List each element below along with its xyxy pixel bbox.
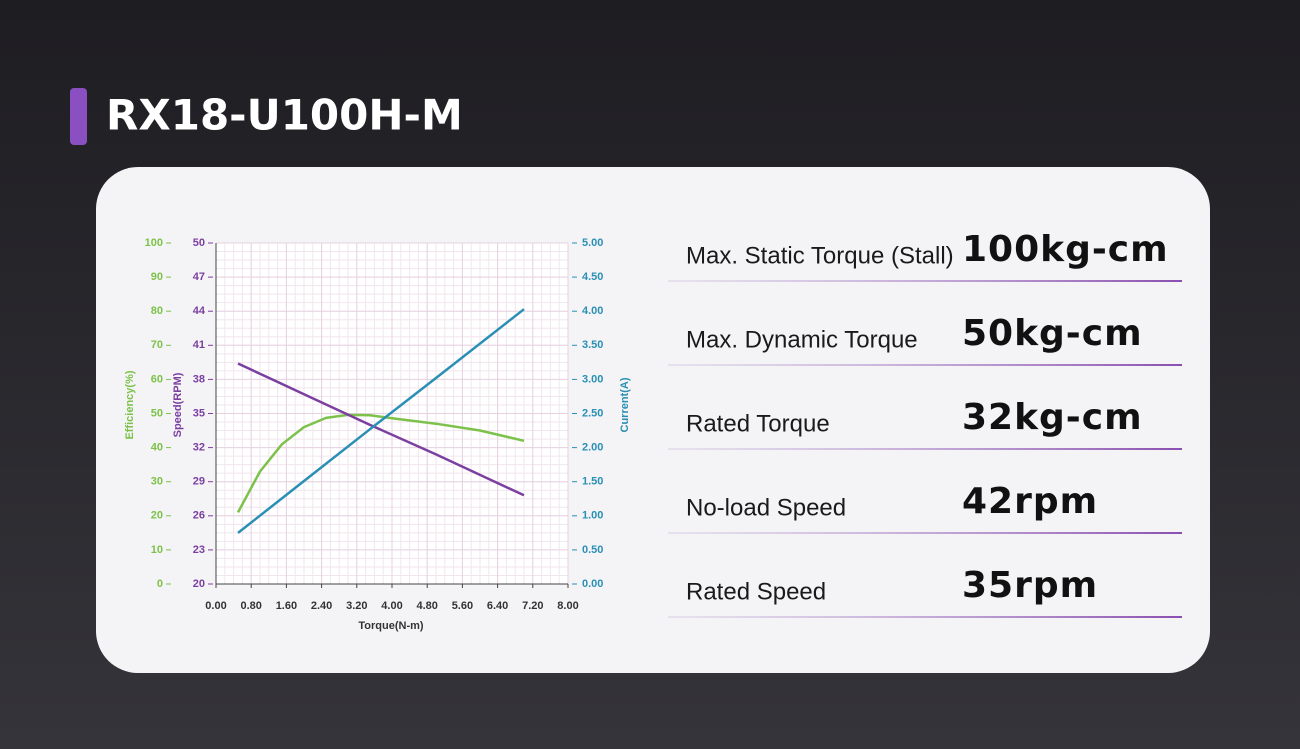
y-tick-label: 47 — [193, 271, 205, 283]
page-title: RX18-U100H-M — [106, 91, 463, 140]
y-tick-label: 23 — [193, 544, 205, 556]
y-tick-label: 100 — [145, 237, 163, 249]
x-tick-label: 8.00 — [557, 600, 578, 612]
x-tick-label: 1.60 — [276, 600, 297, 612]
title-accent — [70, 88, 87, 145]
spec-value: 32kg-cm — [962, 397, 1143, 438]
spec-label: Max. Dynamic Torque — [686, 326, 918, 353]
y-tick-label: 70 — [151, 339, 163, 351]
spec-divider — [668, 364, 1182, 366]
spec-value: 50kg-cm — [962, 313, 1143, 354]
y-tick-label: 41 — [193, 339, 205, 351]
y-tick-label: 40 — [151, 442, 163, 454]
y-tick-label: 3.50 — [582, 339, 603, 351]
y-tick-label: 5.00 — [582, 237, 603, 249]
y-tick-label: 1.50 — [582, 476, 603, 488]
y-tick-label: 0.00 — [582, 578, 603, 590]
y-tick-label: 4.50 — [582, 271, 603, 283]
y-tick-label: 50 — [193, 237, 205, 249]
x-tick-label: 4.80 — [416, 600, 437, 612]
x-tick-label: 7.20 — [522, 600, 543, 612]
x-tick-label: 3.20 — [346, 600, 367, 612]
y-tick-label: 32 — [193, 442, 205, 454]
y-tick-label: 29 — [193, 476, 205, 488]
spec-divider — [668, 616, 1182, 618]
y-tick-label: 10 — [151, 544, 163, 556]
spec-divider — [668, 532, 1182, 534]
x-tick-label: 6.40 — [487, 600, 508, 612]
y-tick-label: 38 — [193, 373, 205, 385]
y-tick-label: 35 — [193, 407, 205, 419]
y-tick-label: 60 — [151, 373, 163, 385]
y-tick-label: 4.00 — [582, 305, 603, 317]
x-tick-label: 5.60 — [452, 600, 473, 612]
spec-label: Rated Speed — [686, 578, 826, 605]
y-tick-label: 0 — [157, 578, 163, 590]
y-tick-label: 26 — [193, 510, 205, 522]
y-tick-label: 20 — [193, 578, 205, 590]
axis-title: Speed(RPM) — [172, 372, 184, 437]
y-tick-label: 2.50 — [582, 407, 603, 419]
spec-divider — [668, 280, 1182, 282]
x-tick-label: 2.40 — [311, 600, 332, 612]
spec-value: 42rpm — [962, 481, 1098, 522]
x-tick-label: 0.80 — [240, 600, 261, 612]
y-tick-label: 20 — [151, 510, 163, 522]
y-tick-label: 44 — [193, 305, 206, 317]
spec-value: 35rpm — [962, 565, 1098, 606]
axis-title: Current(A) — [619, 377, 631, 432]
x-tick-label: 0.00 — [205, 600, 226, 612]
series-line — [237, 362, 525, 497]
series-line — [237, 308, 525, 534]
y-tick-label: 90 — [151, 271, 163, 283]
spec-value: 100kg-cm — [962, 229, 1169, 270]
spec-label: Rated Torque — [686, 410, 830, 437]
spec-list: Max. Static Torque (Stall) 100kg-cm Max. D… — [668, 229, 1182, 618]
y-tick-label: 3.00 — [582, 373, 603, 385]
spec-divider — [668, 448, 1182, 450]
axis-title: Torque(N-m) — [358, 620, 424, 632]
y-tick-label: 30 — [151, 476, 163, 488]
y-tick-label: 80 — [151, 305, 163, 317]
spec-label: Max. Static Torque (Stall) — [686, 242, 954, 269]
x-tick-label: 4.00 — [381, 600, 402, 612]
y-tick-label: 2.00 — [582, 442, 603, 454]
y-tick-label: 0.50 — [582, 544, 603, 556]
spec-label: No-load Speed — [686, 494, 846, 521]
chart: 0.00 0.80 1.60 2.40 3.20 4.00 4.80 5.60 6.40 7.20… — [124, 237, 631, 632]
y-tick-label: 1.00 — [582, 510, 603, 522]
axis-title: Efficiency(%) — [124, 370, 136, 439]
y-tick-label: 50 — [151, 407, 163, 419]
